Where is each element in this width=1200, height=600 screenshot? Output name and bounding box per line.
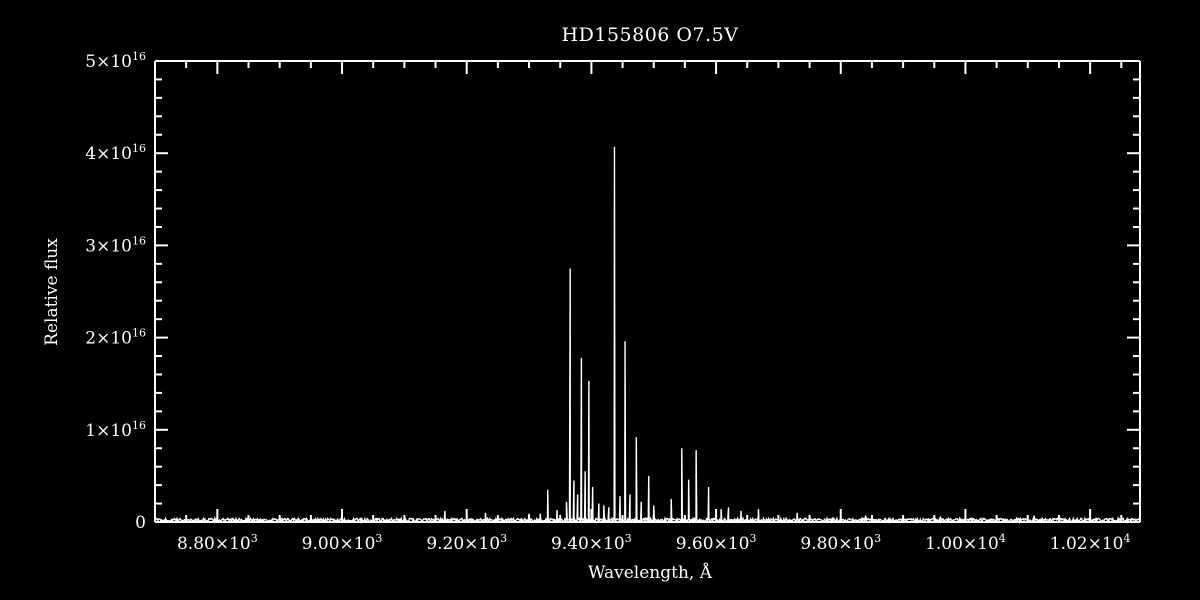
page-title: HD155806 O7.5V <box>562 24 739 46</box>
axis-frame <box>154 60 1141 523</box>
y-tick-label-2: 2×1016 <box>85 327 146 349</box>
x-tick-label-0: 8.80×103 <box>177 532 258 554</box>
x-axis-title: Wavelength, Å <box>588 562 713 583</box>
x-axis-tick-labels: 8.80×103 9.00×103 9.20×103 9.40×103 9.60×103… <box>177 532 1131 554</box>
y-tick-label-4: 4×1016 <box>85 142 146 164</box>
y-axis-ticks <box>155 60 1140 523</box>
x-tick-label-7: 1.02×104 <box>1050 532 1131 554</box>
x-tick-label-4: 9.60×103 <box>676 532 757 554</box>
y-axis-tick-labels: 0 1×1016 2×1016 3×1016 4×1016 5×1016 <box>85 50 146 533</box>
spectrum-data-trace <box>154 146 1140 525</box>
x-tick-label-5: 9.80×103 <box>800 532 881 554</box>
y-axis-title: Relative flux <box>42 238 62 346</box>
x-tick-label-6: 1.00×104 <box>925 532 1006 554</box>
y-tick-label-0: 0 <box>135 513 146 533</box>
x-tick-label-1: 9.00×103 <box>302 532 383 554</box>
y-tick-label-1: 1×1016 <box>85 419 146 441</box>
y-tick-label-5: 5×1016 <box>85 50 146 72</box>
y-tick-label-3: 3×1016 <box>85 234 146 256</box>
x-tick-label-3: 9.40×103 <box>551 532 632 554</box>
x-tick-label-2: 9.20×103 <box>426 532 507 554</box>
